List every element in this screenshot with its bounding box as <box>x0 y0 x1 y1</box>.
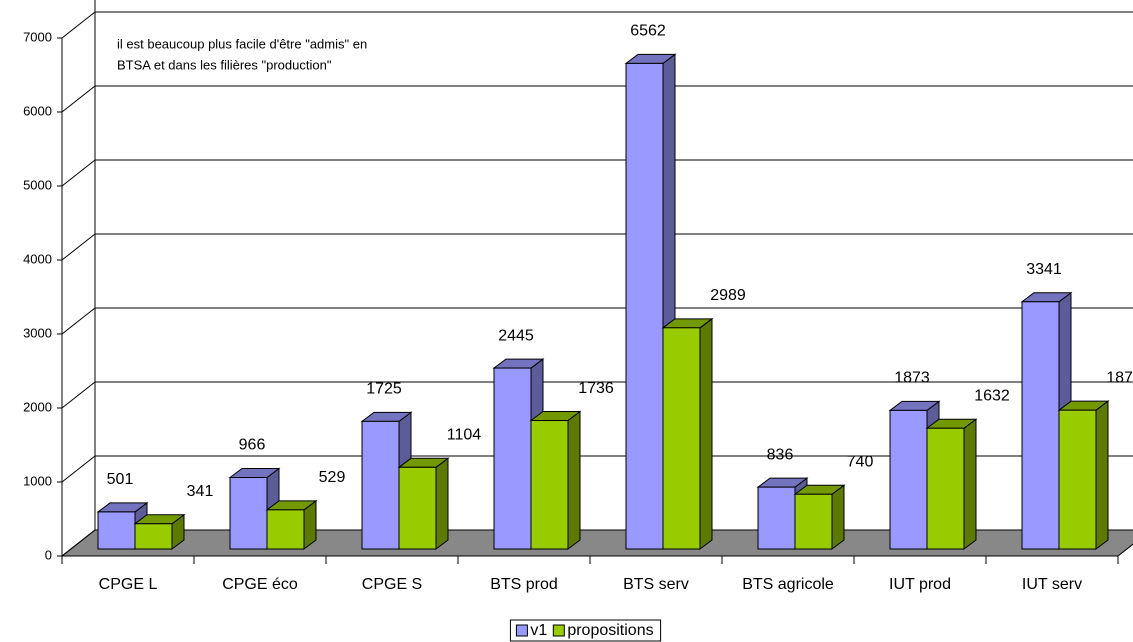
grid-line <box>61 529 96 557</box>
value-label: 1725 <box>366 381 402 398</box>
value-label: 740 <box>847 453 874 470</box>
grid-line <box>61 11 96 39</box>
value-label: 501 <box>107 471 134 488</box>
bar-side <box>567 410 581 550</box>
bar <box>662 327 701 550</box>
bar <box>229 477 268 550</box>
bar <box>926 427 965 550</box>
bar <box>625 62 664 550</box>
bar <box>493 367 532 550</box>
bar-side <box>831 484 845 550</box>
y-tick-label: 7000 <box>23 29 52 44</box>
bar-side <box>435 457 449 550</box>
value-label: 1873 <box>894 370 930 387</box>
x-tick-label: CPGE éco <box>222 576 298 593</box>
x-tick-label: IUT prod <box>889 576 951 593</box>
y-tick-label: 1000 <box>23 473 52 488</box>
value-label: 3341 <box>1026 261 1062 278</box>
bar <box>134 523 173 550</box>
bar <box>757 486 796 550</box>
bar-side <box>963 418 977 550</box>
grid-line <box>61 159 96 187</box>
x-tick-label: BTS agricole <box>742 576 834 593</box>
x-tick-label: CPGE L <box>99 576 158 593</box>
value-label: 2989 <box>710 287 746 304</box>
x-tick-label: IUT serv <box>1022 576 1082 593</box>
value-label: 529 <box>319 469 346 486</box>
bar <box>794 493 833 550</box>
value-label: 341 <box>187 483 214 500</box>
value-label: 1632 <box>974 387 1010 404</box>
annotation: il est beaucoup plus facile d'être "admi… <box>117 36 367 51</box>
value-label: 2445 <box>498 327 534 344</box>
legend-label: v1 <box>530 622 547 639</box>
legend <box>509 619 662 642</box>
value-label: 836 <box>767 446 794 463</box>
grid-line <box>61 307 96 335</box>
bar <box>1021 301 1060 550</box>
bar-side <box>1095 400 1109 550</box>
value-label: 1876 <box>1106 369 1133 386</box>
x-tick-label: BTS serv <box>623 576 689 593</box>
value-label: 1736 <box>578 380 614 397</box>
value-label: 1104 <box>447 427 482 444</box>
bar <box>398 466 437 550</box>
y-tick-label: 0 <box>45 547 52 562</box>
value-label: 966 <box>239 437 266 454</box>
y-tick-label: 2000 <box>23 399 52 414</box>
y-tick-label: 6000 <box>23 103 52 118</box>
bar <box>266 509 305 550</box>
x-tick-label: BTS prod <box>490 576 558 593</box>
x-tick-label: CPGE S <box>362 576 422 593</box>
y-tick-label: 3000 <box>23 325 52 340</box>
y-tick-label: 5000 <box>23 177 52 192</box>
legend-swatch <box>552 624 565 637</box>
y-tick-label: 4000 <box>23 251 52 266</box>
grid-line <box>61 233 96 261</box>
grid-line <box>61 85 96 113</box>
annotation: BTSA et dans les filières "production" <box>117 57 332 72</box>
legend-swatch <box>515 624 528 637</box>
bar <box>889 409 928 550</box>
bar-side <box>699 317 713 550</box>
bar <box>361 420 400 550</box>
bar <box>1058 409 1097 550</box>
bar <box>97 511 136 550</box>
grid-line <box>61 381 96 409</box>
value-label: 6562 <box>630 23 666 40</box>
grid-line <box>61 455 96 483</box>
legend-label: propositions <box>567 622 653 639</box>
bar <box>530 420 569 550</box>
